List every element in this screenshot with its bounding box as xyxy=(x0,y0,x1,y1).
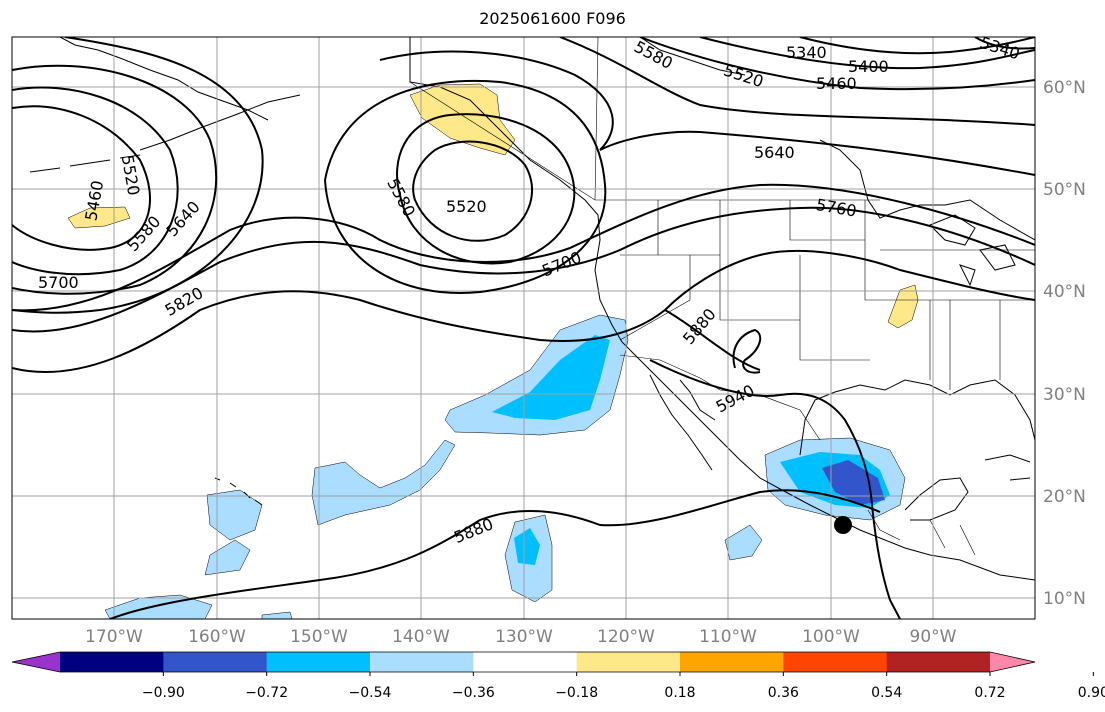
colorbar-segment xyxy=(473,652,578,672)
colorbar-ticks: −0.90 −0.72 −0.54 −0.36 −0.18 0.18 0.36 0.54 0.7… xyxy=(142,672,1105,701)
colorbar-tick-label: −0.54 xyxy=(349,685,392,701)
map-frame xyxy=(11,36,1036,620)
colorbar-segment xyxy=(370,652,474,672)
lon-label: 110°W xyxy=(699,627,757,647)
colorbar-segment xyxy=(783,652,888,672)
colorbar-tick-label: −0.36 xyxy=(452,685,495,701)
map-title: 2025061600 F096 xyxy=(479,9,626,28)
longitude-labels: 170°W 160°W 150°W 140°W 130°W 120°W 110°… xyxy=(85,627,957,647)
colorbar-tick-label: 0.36 xyxy=(768,685,799,701)
lon-label: 170°W xyxy=(85,627,143,647)
colorbar-segment xyxy=(886,652,991,672)
colorbar-segment xyxy=(163,652,268,672)
caribbean-islands xyxy=(984,454,1031,481)
lon-label: 90°W xyxy=(910,627,957,647)
colorbar-segment xyxy=(680,652,784,672)
colorbar-extend-high xyxy=(990,652,1035,672)
colorbar-tick-label: 0.72 xyxy=(974,685,1005,701)
colorbar-segment xyxy=(266,652,371,672)
yucatan-coastline xyxy=(904,477,969,521)
map-panel[interactable]: 5340 5340 5400 5460 5520 5580 5640 5760 … xyxy=(12,33,1035,619)
colorbar: −0.90 −0.72 −0.54 −0.36 −0.18 0.18 0.36 0.54 0.7… xyxy=(11,651,1105,701)
lon-label: 130°W xyxy=(495,627,553,647)
lat-label: 20°N xyxy=(1043,487,1086,507)
lon-label: 140°W xyxy=(392,627,450,647)
political-borders xyxy=(409,37,1035,556)
baja-coastline xyxy=(649,374,716,471)
storm-center-dot xyxy=(834,516,852,534)
colorbar-extend-low xyxy=(12,652,60,672)
colorbar-frame xyxy=(11,651,1036,673)
lat-label: 60°N xyxy=(1043,78,1086,98)
contour-label: 5700 xyxy=(38,273,79,292)
contour-label: 5460 xyxy=(816,74,857,93)
lon-label: 150°W xyxy=(290,627,348,647)
lat-label: 50°N xyxy=(1043,180,1086,200)
latitude-labels: 60°N 50°N 40°N 30°N 20°N 10°N xyxy=(1043,78,1086,609)
lat-label: 10°N xyxy=(1043,589,1086,609)
colorbar-tick-label: −0.18 xyxy=(555,685,598,701)
colorbar-tick-label: 0.90 xyxy=(1078,685,1105,701)
colorbar-tick-label: 0.54 xyxy=(871,685,902,701)
contour-label: 5340 xyxy=(786,43,827,62)
colorbar-tick-label: −0.72 xyxy=(245,685,288,701)
contour-label: 5640 xyxy=(754,143,795,162)
colorbar-tick-label: 0.18 xyxy=(664,685,695,701)
colorbar-tick-label: −0.90 xyxy=(142,685,185,701)
lat-label: 40°N xyxy=(1043,282,1086,302)
north-america-coastline xyxy=(409,37,1035,581)
contour-label: 5400 xyxy=(848,57,889,76)
colorbar-segments xyxy=(12,652,1035,672)
lon-label: 100°W xyxy=(802,627,860,647)
colorbar-segment xyxy=(576,652,681,672)
lon-label: 160°W xyxy=(188,627,246,647)
anomaly-shading xyxy=(67,83,919,619)
lat-label: 30°N xyxy=(1043,385,1086,405)
height-contours xyxy=(12,37,1035,619)
great-lakes xyxy=(929,214,1016,287)
contour-label: 5520 xyxy=(446,197,487,216)
lon-label: 120°W xyxy=(597,627,655,647)
colorbar-segment xyxy=(60,652,164,672)
